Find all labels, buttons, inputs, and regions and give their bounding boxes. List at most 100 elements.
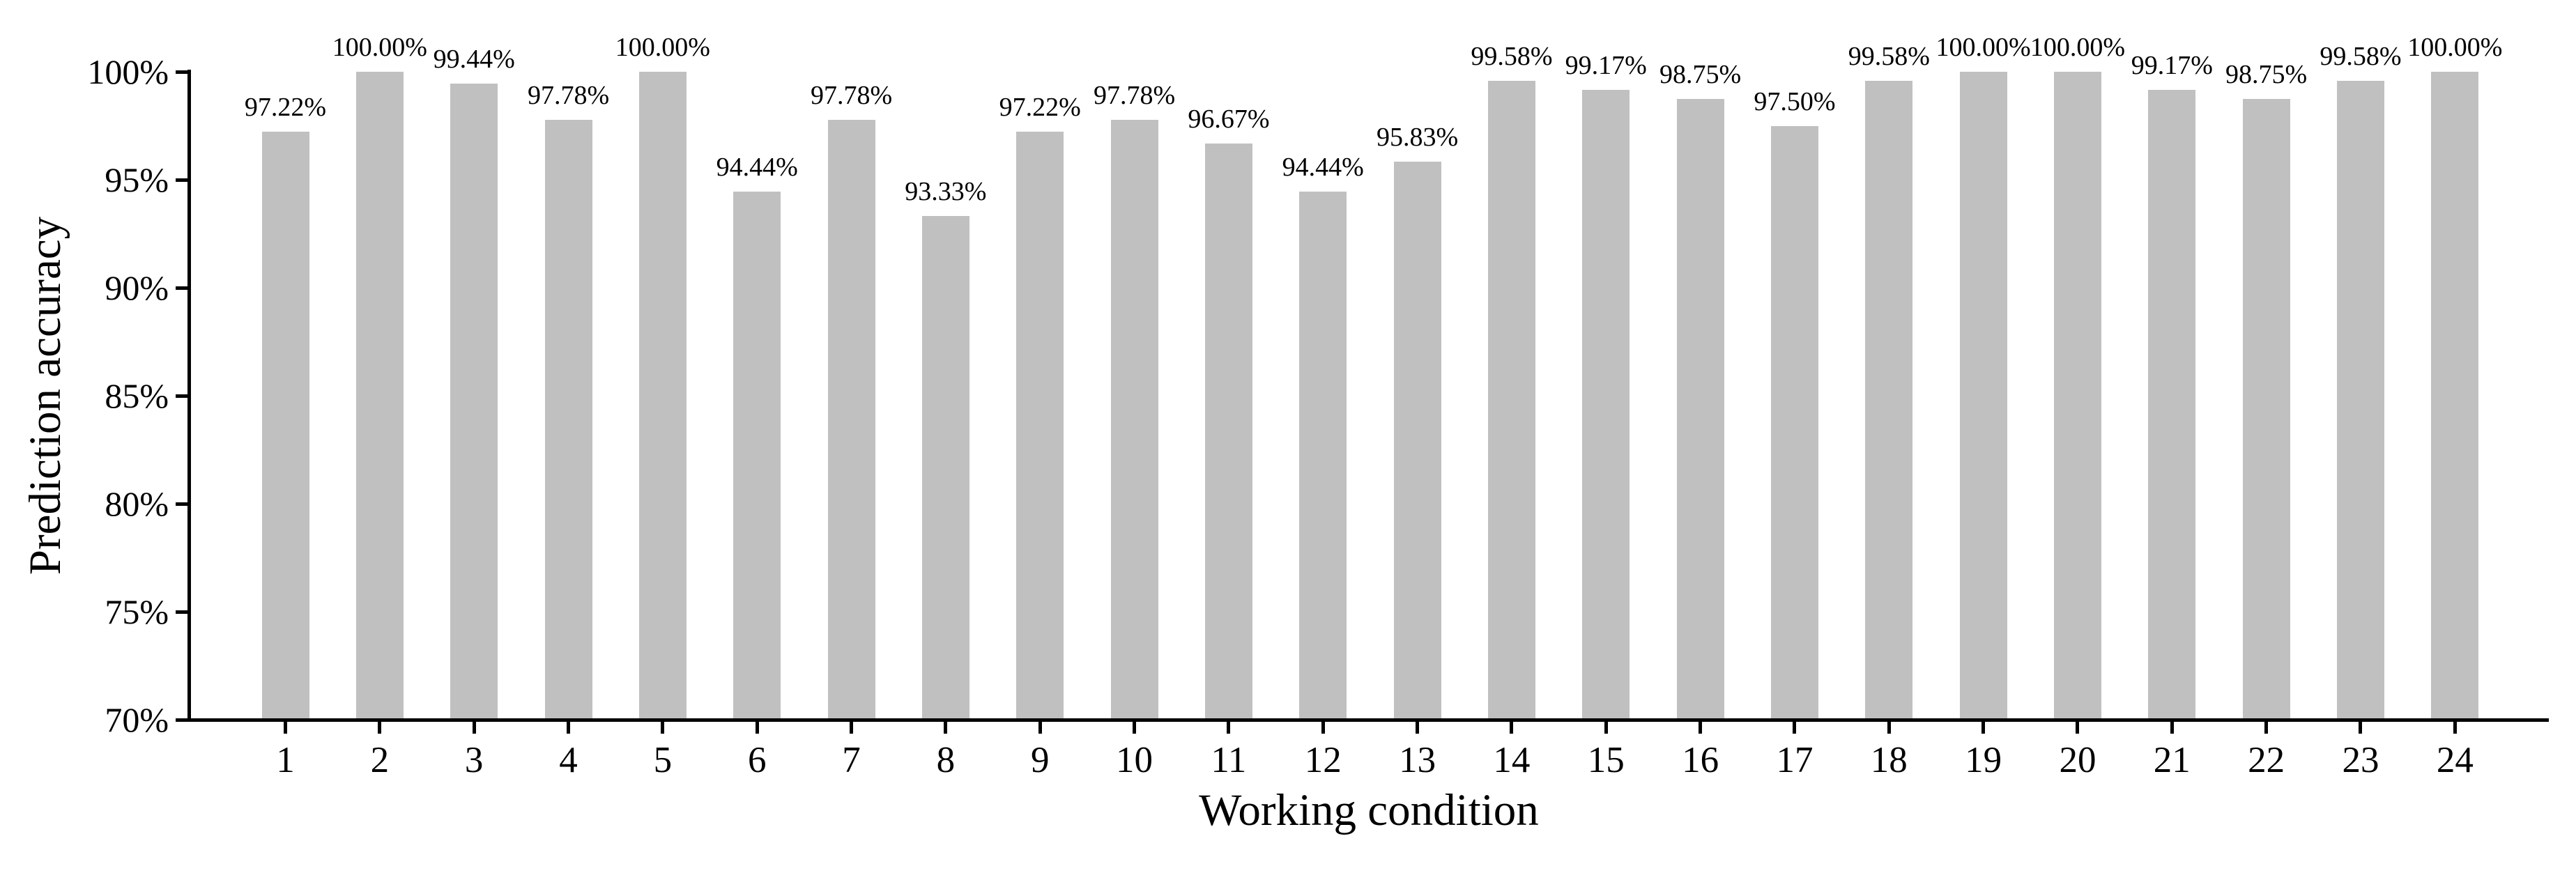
x-axis-tick xyxy=(378,722,382,734)
bar xyxy=(2431,72,2479,722)
x-axis-tick-label: 21 xyxy=(2153,740,2191,780)
x-axis-tick xyxy=(2359,722,2363,734)
x-axis-tick xyxy=(661,722,665,734)
y-axis-tick xyxy=(176,286,187,290)
y-axis-tick-label: 100% xyxy=(87,52,169,91)
bar xyxy=(450,84,498,722)
bar xyxy=(2053,72,2101,722)
bar xyxy=(1016,132,1064,722)
bar-value-label: 97.78% xyxy=(810,80,893,110)
bar-value-label: 99.58% xyxy=(1848,42,1930,72)
x-axis-tick-label: 13 xyxy=(1399,740,1436,780)
y-axis-tick-label: 95% xyxy=(105,160,169,199)
x-axis-tick-label: 2 xyxy=(370,740,390,780)
x-axis-tick xyxy=(1416,722,1420,734)
x-axis-tick xyxy=(567,722,571,734)
bar-value-label: 100.00% xyxy=(2030,33,2126,62)
x-axis-tick-label: 3 xyxy=(464,740,484,780)
x-axis-tick xyxy=(2264,722,2269,734)
bar-value-label: 94.44% xyxy=(716,153,798,183)
bar xyxy=(1865,81,1913,722)
bar xyxy=(1959,72,2007,722)
bar xyxy=(1393,162,1441,722)
x-axis-tick-label: 20 xyxy=(2059,740,2096,780)
bar xyxy=(827,119,875,722)
bar xyxy=(2148,89,2196,722)
x-axis-tick xyxy=(472,722,476,734)
x-axis-tick-label: 18 xyxy=(1870,740,1908,780)
y-axis-tick xyxy=(176,70,187,74)
x-axis-tick-label: 15 xyxy=(1587,740,1625,780)
bar-value-label: 99.44% xyxy=(433,45,515,75)
x-axis-tick-label: 5 xyxy=(653,740,673,780)
x-axis-tick-label: 6 xyxy=(747,740,767,780)
bar-value-label: 99.17% xyxy=(2131,50,2213,80)
x-axis-tick-label: 9 xyxy=(1030,740,1050,780)
bar-value-label: 100.00% xyxy=(615,33,710,62)
x-axis-tick xyxy=(944,722,948,734)
x-axis-tick-label: 11 xyxy=(1211,740,1247,780)
x-axis-tick xyxy=(1321,722,1325,734)
x-axis-tick-label: 8 xyxy=(936,740,956,780)
x-axis-tick-label: 7 xyxy=(842,740,861,780)
bar xyxy=(1204,144,1252,722)
bar xyxy=(921,215,969,722)
bar xyxy=(1110,119,1158,722)
x-axis-tick xyxy=(1604,722,1608,734)
y-axis-tick xyxy=(176,718,187,722)
bar xyxy=(733,192,781,722)
bar-value-label: 98.75% xyxy=(1659,59,1742,89)
bar xyxy=(1299,192,1347,722)
bar xyxy=(1770,125,1818,722)
bar-value-label: 93.33% xyxy=(905,176,987,206)
x-axis-tick xyxy=(2453,722,2457,734)
x-axis-tick-label: 14 xyxy=(1493,740,1531,780)
bar-value-label: 99.58% xyxy=(1471,42,1553,72)
x-axis-spine xyxy=(187,718,2549,722)
x-axis-tick-label: 22 xyxy=(2248,740,2285,780)
x-axis-tick xyxy=(1133,722,1137,734)
bar xyxy=(261,132,309,722)
x-axis-tick xyxy=(1887,722,1891,734)
x-axis-tick-label: 17 xyxy=(1776,740,1814,780)
x-axis-tick-label: 23 xyxy=(2342,740,2379,780)
bar-value-label: 97.78% xyxy=(1093,80,1176,110)
bar-value-label: 98.75% xyxy=(2225,59,2308,89)
bar xyxy=(2336,81,2384,722)
bar xyxy=(1676,98,1724,722)
x-axis-tick-label: 16 xyxy=(1682,740,1719,780)
x-axis-tick xyxy=(850,722,854,734)
bar-value-label: 94.44% xyxy=(1282,153,1364,183)
y-axis-tick xyxy=(176,178,187,182)
bar-value-label: 100.00% xyxy=(332,33,427,62)
x-axis-tick-label: 12 xyxy=(1304,740,1342,780)
bar-value-label: 97.78% xyxy=(527,80,610,110)
bar-value-label: 99.58% xyxy=(2320,42,2402,72)
y-axis-tick-label: 85% xyxy=(105,376,169,415)
x-axis-tick-label: 19 xyxy=(1965,740,2002,780)
y-axis-tick-label: 70% xyxy=(105,700,169,739)
bar xyxy=(638,72,687,722)
x-axis-tick xyxy=(1227,722,1231,734)
x-axis-tick xyxy=(2076,722,2080,734)
y-axis-spine xyxy=(187,70,191,722)
bar xyxy=(2242,98,2290,722)
y-axis-tick-label: 75% xyxy=(105,592,169,631)
x-axis-tick xyxy=(1699,722,1703,734)
x-axis-tick xyxy=(755,722,759,734)
bar xyxy=(1582,89,1630,722)
x-axis-tick-label: 24 xyxy=(2436,740,2474,780)
bar xyxy=(544,119,592,722)
bar-value-label: 99.17% xyxy=(1565,50,1647,80)
bar xyxy=(355,72,404,722)
x-axis-tick-label: 10 xyxy=(1116,740,1153,780)
bar-value-label: 95.83% xyxy=(1377,123,1459,153)
x-axis-tick xyxy=(1793,722,1797,734)
bar xyxy=(1487,81,1535,722)
x-axis-tick-label: 4 xyxy=(559,740,578,780)
x-axis-tick xyxy=(1510,722,1514,734)
y-axis-tick-label: 90% xyxy=(105,268,169,307)
x-axis-tick xyxy=(1038,722,1042,734)
x-axis-tick xyxy=(284,722,287,734)
